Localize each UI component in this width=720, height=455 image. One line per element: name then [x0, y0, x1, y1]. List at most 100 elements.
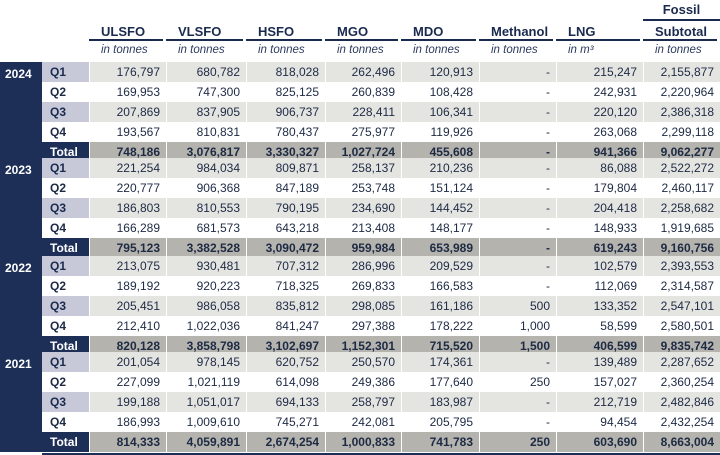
cell-mdo: 119,926: [401, 122, 479, 142]
cell-subtotal: 9,160,756: [643, 238, 720, 258]
row-spacer: [0, 412, 42, 432]
cell-mdo: 174,361: [401, 352, 479, 372]
cell-subtotal: 2,314,587: [643, 276, 720, 296]
cell-lng: 220,120: [556, 102, 643, 122]
cell-ulsfo: 189,192: [89, 276, 166, 296]
cell-lng: 179,804: [556, 178, 643, 198]
quarter-label: Q1: [42, 352, 89, 372]
cell-hsfo: 825,125: [246, 82, 325, 102]
cell-lng: 86,088: [556, 158, 643, 178]
column-unit-vlsfo: in tonnes: [178, 43, 225, 56]
cell-mdo: 455,608: [401, 142, 479, 162]
row-spacer: [0, 178, 42, 198]
cell-ulsfo: 795,123: [89, 238, 166, 258]
quarter-label: Q2: [42, 178, 89, 198]
cell-vlsfo: 3,858,798: [166, 336, 246, 356]
cell-subtotal: 2,580,501: [643, 316, 720, 336]
cell-mdo: 741,783: [401, 432, 479, 452]
cell-mgo: 228,411: [325, 102, 401, 122]
year-label: 2024: [0, 62, 42, 162]
header-line-segment: [556, 39, 640, 41]
quarter-row: Q3 207,869 837,905 906,737 228,411 106,341-22…: [0, 102, 720, 122]
row-spacer: [0, 352, 42, 372]
cell-hsfo: 780,437: [246, 122, 325, 142]
quarter-row: Q4 166,289 681,573 643,218 213,408 148,177-14…: [0, 218, 720, 238]
quarter-row: Q4 212,410 1,022,036 841,247 297,388 178,222 1…: [0, 316, 720, 336]
cell-hsfo: 3,102,697: [246, 336, 325, 356]
header-line-segment: [479, 39, 553, 41]
header-line-segment: [89, 39, 163, 41]
row-spacer: [0, 122, 42, 142]
cell-mgo: 262,496: [325, 62, 401, 82]
quarter-label: Q4: [42, 122, 89, 142]
cell-hsfo: 745,271: [246, 412, 325, 432]
cell-mdo: 653,989: [401, 238, 479, 258]
column-unit-mdo: in tonnes: [413, 43, 460, 56]
cell-vlsfo: 978,145: [166, 352, 246, 372]
column-header-ulsfo: ULSFO: [101, 24, 146, 39]
cell-mgo: 959,984: [325, 238, 401, 258]
cell-vlsfo: 3,076,817: [166, 142, 246, 162]
cell-ulsfo: 220,777: [89, 178, 166, 198]
cell-methanol: -: [479, 62, 556, 82]
cell-hsfo: 614,098: [246, 372, 325, 392]
cell-hsfo: 847,189: [246, 178, 325, 198]
cell-ulsfo: 186,803: [89, 198, 166, 218]
header-line-segment: [643, 39, 717, 41]
cell-ulsfo: 201,054: [89, 352, 166, 372]
quarter-label: Q4: [42, 412, 89, 432]
cell-subtotal: 2,258,682: [643, 198, 720, 218]
cell-lng: 204,418: [556, 198, 643, 218]
quarter-row: Q1 201,054 978,145 620,752 250,570 174,361-13…: [0, 352, 720, 372]
row-spacer: [0, 82, 42, 102]
cell-hsfo: 620,752: [246, 352, 325, 372]
cell-methanol: 1,000: [479, 316, 556, 336]
cell-ulsfo: 207,869: [89, 102, 166, 122]
cell-mgo: 234,690: [325, 198, 401, 218]
row-spacer: [0, 102, 42, 122]
cell-methanol: -: [479, 238, 556, 258]
column-unit-hsfo: in tonnes: [258, 43, 305, 56]
cell-mgo: 242,081: [325, 412, 401, 432]
cell-vlsfo: 1,022,036: [166, 316, 246, 336]
cell-vlsfo: 984,034: [166, 158, 246, 178]
cell-lng: 102,579: [556, 256, 643, 276]
quarter-label: Q3: [42, 102, 89, 122]
quarter-label: Q4: [42, 316, 89, 336]
cell-methanol: -: [479, 256, 556, 276]
year-label: 2021: [0, 352, 42, 452]
column-unit-methanol: in tonnes: [491, 43, 538, 56]
cell-vlsfo: 1,051,017: [166, 392, 246, 412]
cell-mgo: 249,386: [325, 372, 401, 392]
cell-methanol: -: [479, 158, 556, 178]
cell-lng: 941,366: [556, 142, 643, 162]
cell-methanol: -: [479, 82, 556, 102]
row-spacer: [0, 256, 42, 276]
cell-vlsfo: 747,300: [166, 82, 246, 102]
cell-vlsfo: 837,905: [166, 102, 246, 122]
unit-header-row: in tonnes in tonnes in tonnes in tonnes in t…: [0, 41, 720, 58]
cell-methanol: -: [479, 198, 556, 218]
quarter-row: Q1 176,797 680,782 818,028 262,496 120,913-21…: [0, 62, 720, 82]
row-spacer: [0, 218, 42, 238]
cell-lng: 157,027: [556, 372, 643, 392]
column-header-mgo: MGO: [337, 24, 369, 39]
quarter-label: Q3: [42, 392, 89, 412]
cell-subtotal: 2,482,846: [643, 392, 720, 412]
total-row: Total 748,186 3,076,817 3,330,327 1,027,724 4…: [0, 142, 720, 162]
quarter-label: Total: [42, 142, 89, 162]
row-spacer: [0, 276, 42, 296]
row-spacer: [0, 158, 42, 178]
quarter-label: Total: [42, 336, 89, 356]
cell-ulsfo: 199,188: [89, 392, 166, 412]
cell-mgo: 253,748: [325, 178, 401, 198]
cell-lng: 263,068: [556, 122, 643, 142]
quarter-label: Q4: [42, 218, 89, 238]
quarter-label: Q2: [42, 372, 89, 392]
cell-methanol: -: [479, 102, 556, 122]
column-header-row: ULSFO VLSFO HSFO MGO MDO Methanol LNG Subtotal: [0, 20, 720, 39]
cell-mgo: 213,408: [325, 218, 401, 238]
cell-vlsfo: 680,782: [166, 62, 246, 82]
year-block-2022: 2022 Q1 213,075 930,481 707,312 286,996 209,52…: [0, 256, 720, 356]
cell-mdo: 108,428: [401, 82, 479, 102]
